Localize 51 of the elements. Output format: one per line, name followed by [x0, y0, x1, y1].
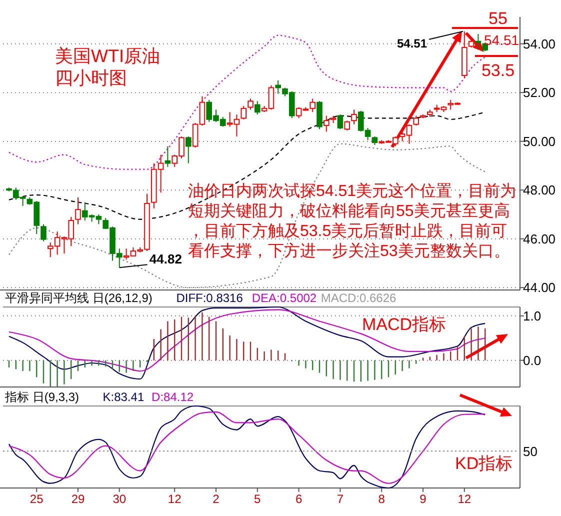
candlestick: [164, 146, 171, 168]
candlestick: [186, 136, 192, 164]
y-tick-label: 50.00: [523, 134, 556, 149]
annotation: 54.51: [396, 36, 428, 50]
candlestick: [344, 120, 350, 131]
x-tick-label: 2: [212, 492, 220, 506]
annotation: 油价日内两次试探54.51美元这个位置，目前为短期关键阻力，破位料能看向55美元甚至更高，目前下方触及53.5美元后暂时止跌，目前可看作支撑，下方进一步关注53美元整数关口。: [188, 182, 516, 260]
text: 美国WTI原油: [55, 46, 160, 66]
x-tick-label: 12: [458, 492, 472, 506]
x-tick-label: 8: [378, 492, 386, 506]
y-tick-label: 0.0: [523, 352, 542, 368]
x-tick-label: 30: [112, 492, 126, 506]
x-tick-label: 29: [71, 492, 85, 506]
candlestick: [413, 115, 419, 126]
candlestick: [351, 109, 357, 125]
x-tick-label: 6: [295, 492, 302, 506]
chart-title: 指标 日(9,3,3): [4, 390, 80, 404]
candlestick: [324, 115, 330, 132]
text: 50: [523, 444, 538, 459]
candlestick: [337, 114, 344, 130]
candlestick: [240, 105, 246, 120]
y-tick-label: 46.00: [523, 231, 556, 246]
candlestick: [75, 196, 81, 225]
series-label: DEA:0.5002: [252, 291, 317, 305]
series-label: DIFF:0.8316: [176, 291, 244, 305]
x-tick-label: 12: [168, 492, 182, 506]
text: 四小时图: [55, 68, 127, 88]
candlestick: [40, 224, 46, 242]
annotation: 44.82: [149, 252, 182, 267]
x-tick-label: 9: [420, 492, 427, 506]
y-tick-label: 52.00: [523, 85, 556, 100]
candlestick: [475, 34, 482, 50]
y-tick-label: 1.0: [523, 308, 542, 324]
series-label: D:84.12: [152, 390, 194, 404]
ref-line-label: 55: [488, 8, 508, 28]
candlestick: [254, 100, 260, 115]
candlestick: [275, 80, 281, 94]
ref-line-label: 53.5: [481, 61, 515, 80]
candlestick: [248, 98, 254, 110]
y-tick-label: 44.00: [523, 280, 556, 296]
y-tick-label: 54.00: [523, 36, 556, 52]
text: K:83.41: [102, 390, 144, 404]
text: MACD:0.6626: [320, 291, 397, 305]
annotation: MACD指标: [362, 315, 446, 334]
annotation: 54.51: [484, 32, 520, 48]
chart-title: 平滑异同平均线 日(26,12,9): [5, 291, 152, 305]
x-tick-label: 5: [254, 492, 262, 506]
annotation: KD指标: [455, 454, 513, 473]
x-tick-label: 7: [336, 492, 344, 506]
x-tick-label: 25: [30, 492, 44, 506]
y-tick-label: 48.00: [523, 182, 556, 198]
